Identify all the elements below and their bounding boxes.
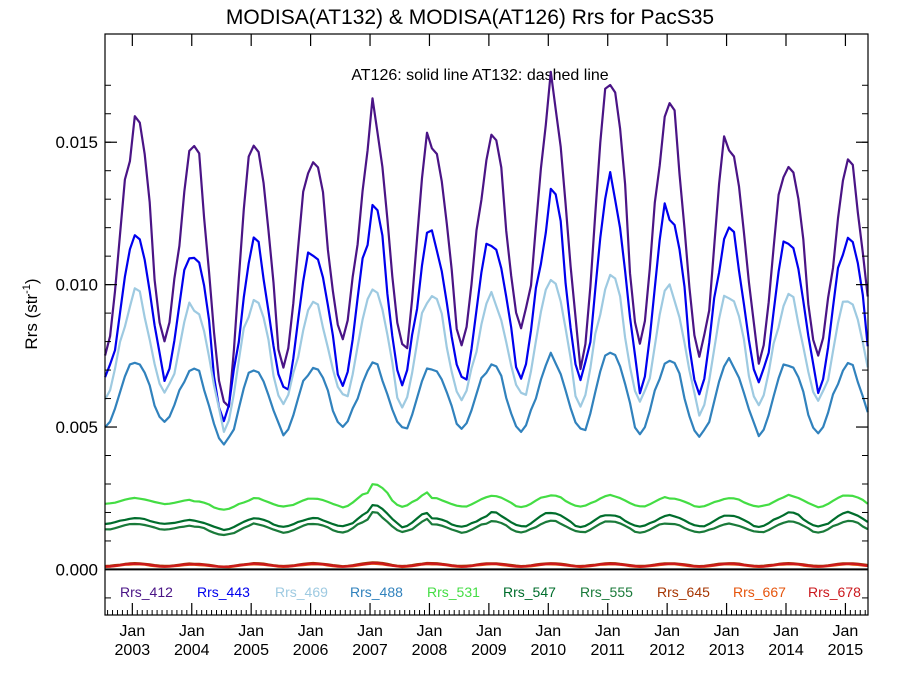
axes: 0.000 0.005 0.010 0.015 Jan 2003 Jan 2004 Jan 200… — [55, 33, 869, 659]
legend-entry-rrs-667: Rrs_667 — [733, 584, 786, 600]
series-line-rrs-547 — [104, 504, 869, 532]
y-axis-label-superscript: -1 — [21, 284, 33, 294]
series-line-rrs-412 — [104, 70, 869, 408]
legend: Rrs_412 Rrs_443 Rrs_469 Rrs_488 Rrs_531 Rrs_5… — [120, 584, 861, 600]
x-tick-month-label: Jan — [179, 623, 205, 640]
chart-title: MODISA(AT132) & MODISA(AT126) Rrs for Pa… — [226, 6, 714, 29]
x-tick-month-label: Jan — [357, 623, 383, 640]
series-line-rrs-555 — [105, 511, 869, 537]
x-tick-month-label: Jan — [119, 623, 145, 640]
y-axis-label: Rrs (str-1) — [21, 278, 41, 349]
x-tick-month-label: Jan — [298, 623, 324, 640]
x-tick-year-label: 2008 — [412, 642, 448, 659]
x-tick-year-label: 2009 — [471, 642, 507, 659]
x-tick-month-label: Jan — [773, 623, 799, 640]
x-tick-year-label: 2012 — [649, 642, 685, 659]
legend-entry-rrs-412: Rrs_412 — [120, 584, 173, 600]
x-tick-year-label: 2010 — [531, 642, 567, 659]
x-tick-month-label: Jan — [476, 623, 502, 640]
y-tick-label: 0.005 — [55, 418, 98, 437]
series-line-rrs-443 — [104, 171, 869, 423]
x-tick-year-label: 2006 — [293, 642, 329, 659]
x-tick-month-label: Jan — [595, 623, 621, 640]
x-tick-month-label: Jan — [714, 623, 740, 640]
y-tick-label: 0.000 — [55, 560, 98, 579]
x-tick-year-label: 2013 — [709, 642, 745, 659]
x-tick-year-label: 2003 — [115, 642, 151, 659]
legend-entry-rrs-645: Rrs_645 — [657, 584, 710, 600]
x-tick-year-label: 2004 — [174, 642, 210, 659]
y-tick-label: 0.015 — [55, 133, 98, 152]
plot-lines — [104, 70, 869, 569]
svg-text:Rrs (str-1): Rrs (str-1) — [21, 278, 41, 349]
x-tick-year-label: 2005 — [233, 642, 269, 659]
x-tick-year-label: 2011 — [591, 642, 626, 659]
x-tick-month-label: Jan — [238, 623, 264, 640]
series-line-rrs-488 — [104, 351, 869, 446]
x-tick-month-label: Jan — [654, 623, 680, 640]
series-line-rrs-469 — [104, 273, 869, 433]
plot-frame — [104, 33, 869, 616]
x-tick-month-label: Jan — [535, 623, 561, 640]
legend-entry-rrs-678: Rrs_678 — [808, 584, 861, 600]
legend-entry-rrs-531: Rrs_531 — [427, 584, 480, 600]
legend-entry-rrs-547: Rrs_547 — [503, 584, 556, 600]
series-line-rrs-531 — [104, 483, 869, 511]
y-axis-label-main: Rrs (str — [22, 294, 41, 350]
y-axis-label-tail: ) — [22, 278, 41, 284]
line-style-annotation: AT126: solid line AT132: dashed line — [351, 67, 608, 84]
legend-entry-rrs-488: Rrs_488 — [350, 584, 403, 600]
x-tick-year-label: 2015 — [828, 642, 864, 659]
legend-entry-rrs-469: Rrs_469 — [275, 584, 328, 600]
x-tick-month-label: Jan — [833, 623, 859, 640]
legend-entry-rrs-443: Rrs_443 — [197, 584, 250, 600]
legend-entry-rrs-555: Rrs_555 — [580, 584, 633, 600]
series-line-rrs-678 — [105, 562, 868, 568]
y-tick-label: 0.010 — [55, 276, 98, 295]
x-tick-year-label: 2007 — [352, 642, 388, 659]
x-tick-year-label: 2014 — [768, 642, 804, 659]
x-tick-month-label: Jan — [417, 623, 443, 640]
